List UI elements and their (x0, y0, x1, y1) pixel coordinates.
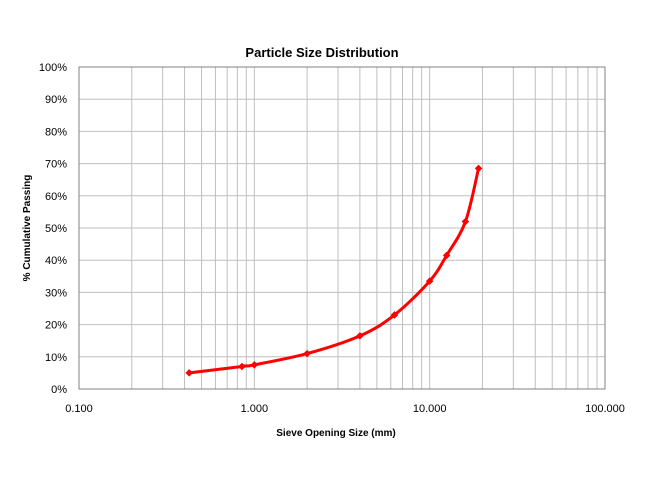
y-tick-label: 50% (45, 223, 67, 235)
data-point (185, 369, 193, 377)
data-point (474, 164, 483, 173)
y-axis-title: % Cumulative Passing (22, 175, 33, 282)
y-axis-tick-labels: 0% 10% 20% 30% 40% 50% 60% 70% 80% 90% 100% (39, 62, 67, 396)
y-tick-label: 70% (45, 159, 67, 171)
x-axis-title: Sieve Opening Size (mm) (276, 428, 395, 439)
x-tick-label: 100.000 (585, 403, 625, 415)
y-tick-label: 60% (45, 191, 67, 203)
y-tick-label: 100% (39, 62, 67, 74)
y-tick-label: 0% (51, 384, 67, 396)
y-tick-label: 80% (45, 126, 67, 138)
x-tick-label: 0.100 (65, 403, 93, 415)
data-point (425, 277, 434, 285)
plot-area-border (78, 66, 606, 390)
data-point (238, 362, 246, 371)
data-point (461, 217, 470, 226)
y-tick-label: 30% (45, 287, 67, 299)
data-point (390, 311, 399, 319)
x-tick-label: 10.000 (413, 403, 447, 415)
series-line (187, 166, 481, 375)
x-axis-tick-labels: 0.100 1.000 10.000 100.000 (65, 403, 625, 415)
y-tick-label: 90% (45, 94, 67, 106)
grid-lines (79, 67, 605, 389)
data-point (250, 361, 259, 369)
series-layer (185, 164, 483, 377)
y-tick-label: 40% (45, 255, 67, 267)
y-tick-label: 20% (45, 320, 67, 332)
x-tick-label: 1.000 (241, 403, 269, 415)
data-point (303, 349, 311, 358)
data-point (442, 251, 451, 260)
data-point (356, 332, 364, 340)
chart-title: Particle Size Distribution (245, 45, 398, 60)
y-tick-label: 10% (45, 352, 67, 364)
